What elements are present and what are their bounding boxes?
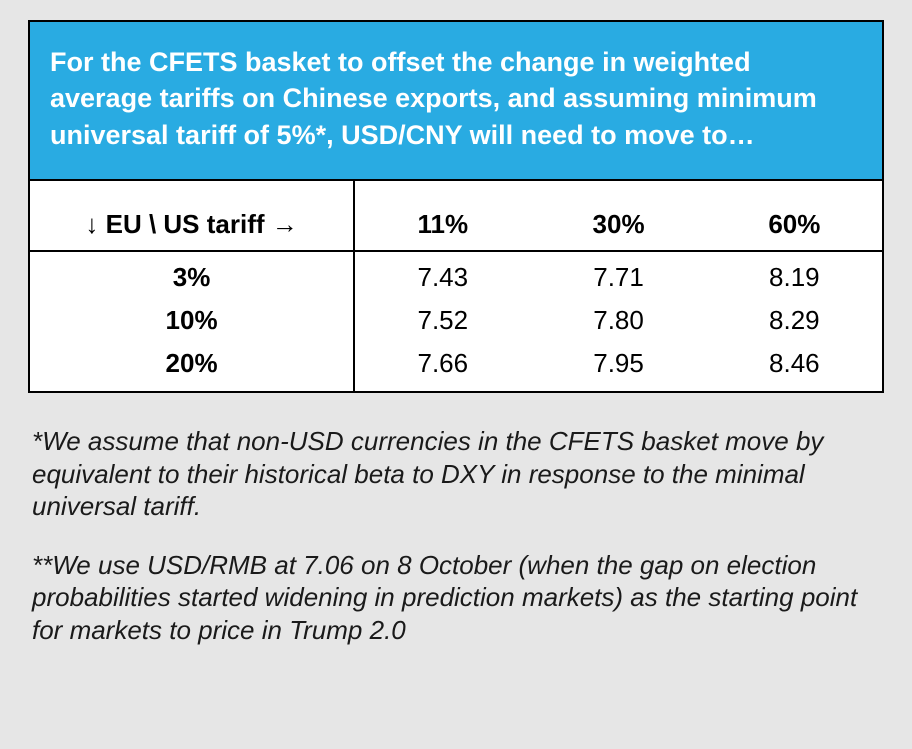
- row-label: 10%: [29, 299, 354, 342]
- column-header: 60%: [707, 180, 883, 251]
- table-row: 10% 7.52 7.80 8.29: [29, 299, 883, 342]
- row-label: 3%: [29, 251, 354, 299]
- page-container: For the CFETS basket to offset the chang…: [0, 0, 912, 749]
- cell: 7.66: [354, 342, 530, 392]
- column-header: 11%: [354, 180, 530, 251]
- footnote: **We use USD/RMB at 7.06 on 8 October (w…: [32, 549, 880, 647]
- table-header-row: ↓ EU \ US tariff → 11% 30% 60%: [29, 180, 883, 251]
- footnote: *We assume that non-USD currencies in th…: [32, 425, 880, 523]
- row-label: 20%: [29, 342, 354, 392]
- cell: 8.46: [707, 342, 883, 392]
- header-callout: For the CFETS basket to offset the chang…: [28, 20, 884, 179]
- cell: 7.71: [530, 251, 706, 299]
- cell: 8.29: [707, 299, 883, 342]
- column-header: 30%: [530, 180, 706, 251]
- footnotes: *We assume that non-USD currencies in th…: [28, 393, 884, 646]
- table-row: 20% 7.66 7.95 8.46: [29, 342, 883, 392]
- cell: 7.52: [354, 299, 530, 342]
- tariff-table: ↓ EU \ US tariff → 11% 30% 60% 3% 7.43 7…: [28, 179, 884, 393]
- cell: 8.19: [707, 251, 883, 299]
- table-row: 3% 7.43 7.71 8.19: [29, 251, 883, 299]
- cell: 7.80: [530, 299, 706, 342]
- cell: 7.43: [354, 251, 530, 299]
- row-column-header: ↓ EU \ US tariff →: [29, 180, 354, 251]
- cell: 7.95: [530, 342, 706, 392]
